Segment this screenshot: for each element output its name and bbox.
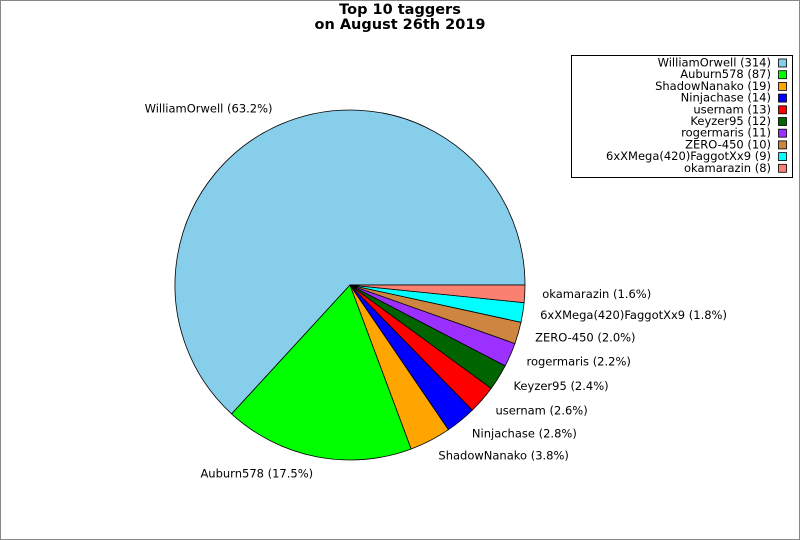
legend-box [571,55,793,178]
legend-label: Keyzer95 (12) [690,114,771,128]
slice-label: ShadowNanako (3.8%) [438,448,569,462]
pie-slice [349,284,526,304]
legend-swatch [778,93,787,103]
legend-swatch [778,70,787,80]
legend-swatch [778,163,787,173]
pie-slice [174,109,526,415]
slice-label: ZERO-450 (2.0%) [535,330,635,344]
legend-label: ShadowNanako (19) [655,79,771,93]
slice-label: Ninjachase (2.8%) [472,426,577,440]
legend-swatch [778,58,787,68]
slice-label: Keyzer95 (2.4%) [513,379,608,393]
pie: WilliamOrwell (63.2%) Auburn578 (17.5%) Sh… [145,101,727,480]
legend-label: Auburn578 (87) [680,67,771,81]
chart-title: Top 10 taggers [339,2,461,18]
slice-label: Auburn578 (17.5%) [200,466,313,480]
legend-swatch [778,117,787,126]
legend-swatch [778,105,787,115]
legend-swatch [778,140,787,150]
slice-label: usernam (2.6%) [495,404,587,418]
slice-label: okamarazin (1.6%) [542,287,651,301]
legend-label: okamarazin (8) [684,161,771,175]
slice-label: WilliamOrwell (63.2%) [145,101,273,115]
legend-label: Ninjachase (14) [681,91,771,105]
legend-label: WilliamOrwell (314) [658,56,771,70]
legend-label: ZERO-450 (10) [685,137,771,151]
slice-label: rogermaris (2.2%) [526,354,630,368]
legend-swatch [778,152,787,162]
chart-subtitle: on August 26th 2019 [314,17,485,33]
legend-label: rogermaris (11) [681,126,771,140]
legend-swatch [778,82,787,91]
legend-swatch [778,128,787,138]
legend-label: 6xXMega(420)FaggotXx9 (9) [606,149,771,163]
legend: WilliamOrwell (314)Auburn578 (87)ShadowN… [571,55,793,178]
legend-label: usernam (13) [693,102,771,116]
slice-label: 6xXMega(420)FaggotXx9 (1.8%) [540,308,727,322]
